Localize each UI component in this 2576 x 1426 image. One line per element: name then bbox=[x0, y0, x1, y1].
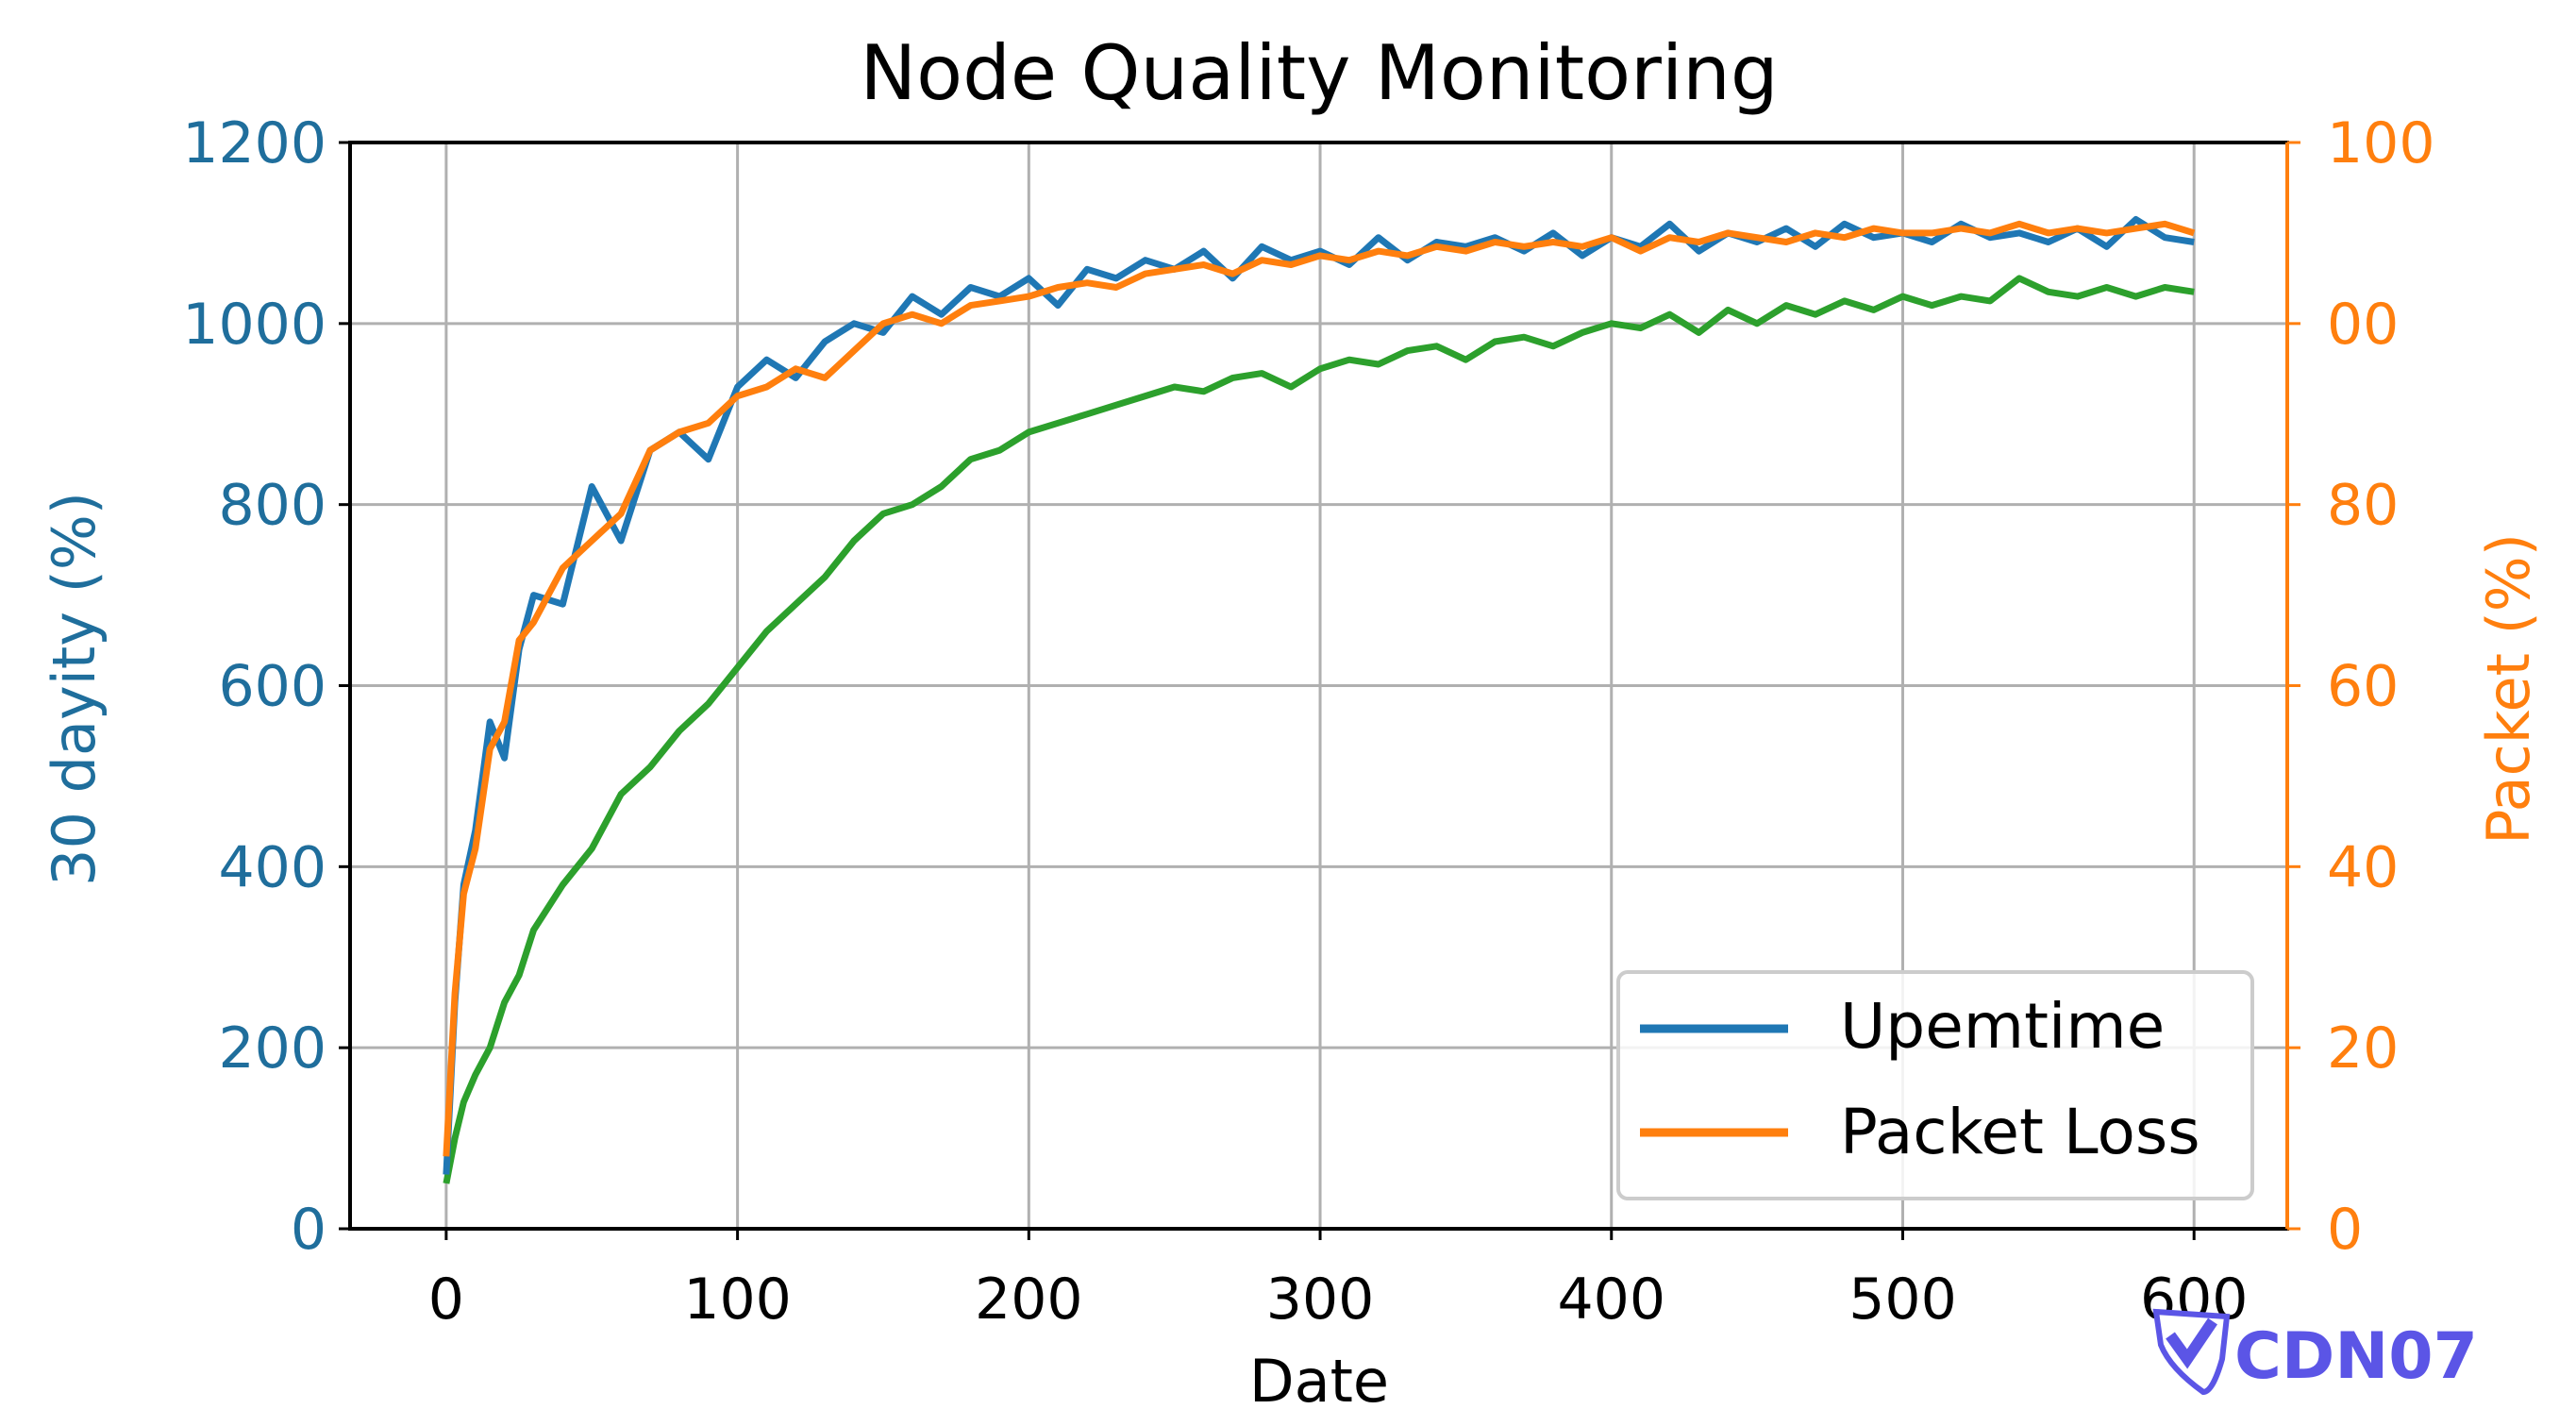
y-tick-label-right: 00 bbox=[2327, 292, 2399, 358]
y-tick-label-left: 800 bbox=[218, 473, 326, 539]
legend-label-packet-loss: Packet Loss bbox=[1840, 1096, 2200, 1168]
series-line-unnamed-green bbox=[443, 275, 2195, 1184]
x-tick-label: 100 bbox=[683, 1267, 792, 1333]
y-tick-label-right: 80 bbox=[2327, 473, 2399, 539]
y-tick-label-right: 40 bbox=[2327, 834, 2399, 900]
x-axis-label: Date bbox=[1249, 1347, 1389, 1416]
chart-title: Node Quality Monitoring bbox=[860, 29, 1778, 117]
y-tick-label-left: 400 bbox=[218, 834, 326, 900]
y-tick-label-left: 600 bbox=[218, 654, 326, 720]
y-tick-label-right: 100 bbox=[2327, 110, 2435, 176]
y-tick-label-right: 60 bbox=[2327, 654, 2399, 720]
series-group bbox=[443, 216, 2196, 1184]
watermark-text: CDN07 bbox=[2234, 1319, 2478, 1394]
y-tick-label-left: 1200 bbox=[182, 110, 326, 176]
y-axis-label-left: 30 dayity (%) bbox=[40, 492, 109, 886]
legend-label-upemtime: Upemtime bbox=[1840, 990, 2165, 1063]
series-line-packet-loss bbox=[443, 220, 2196, 1157]
x-tick-label: 0 bbox=[428, 1267, 464, 1333]
y-axis-label-right: Packet (%) bbox=[2474, 533, 2543, 845]
x-tick-label: 500 bbox=[1848, 1267, 1957, 1333]
y-tick-label-left: 1000 bbox=[182, 292, 326, 358]
y-tick-label-right: 0 bbox=[2327, 1197, 2363, 1263]
legend: Upemtime Packet Loss bbox=[1616, 970, 2254, 1200]
x-tick-label: 200 bbox=[975, 1267, 1083, 1333]
y-tick-label-left: 0 bbox=[291, 1197, 326, 1263]
x-tick-label: 400 bbox=[1557, 1267, 1665, 1333]
x-tick-label: 300 bbox=[1266, 1267, 1375, 1333]
y-tick-label-left: 200 bbox=[218, 1015, 326, 1082]
y-tick-label-right: 20 bbox=[2327, 1015, 2399, 1082]
series-line-upemtime bbox=[443, 216, 2195, 1175]
watermark-logo: CDN07 bbox=[2152, 1308, 2478, 1396]
